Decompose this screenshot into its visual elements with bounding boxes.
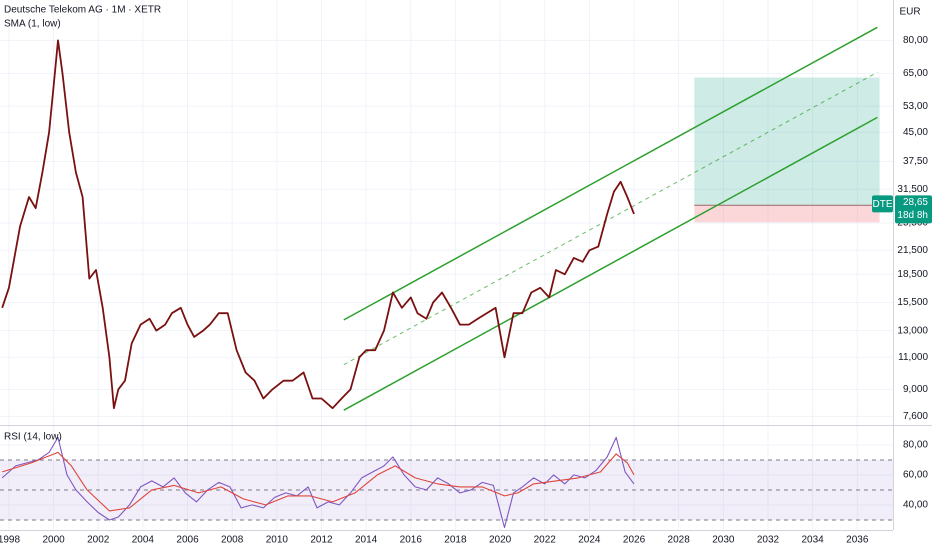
channel-middle <box>343 71 878 366</box>
y-tick-label: 53,00 <box>903 101 928 112</box>
countdown-label: 18d 8h <box>897 210 928 221</box>
y-tick-label: 13,000 <box>897 325 928 336</box>
channel-lower <box>343 116 878 411</box>
y-tick-label: 9,000 <box>903 384 928 395</box>
x-tick-label: 2002 <box>87 535 110 546</box>
y-tick-label: 37,50 <box>903 156 928 167</box>
x-tick-label: 2014 <box>355 535 378 546</box>
series-line <box>2 451 635 512</box>
x-tick-label: 2012 <box>310 535 333 546</box>
target-zone <box>694 77 880 206</box>
stop-zone <box>694 205 880 223</box>
y-tick-label: 65,00 <box>903 68 928 79</box>
y-tick-label: 80,00 <box>903 35 928 46</box>
y-tick-label: 11,000 <box>898 352 928 363</box>
x-tick-label: 2008 <box>221 535 244 546</box>
x-tick-label: 2030 <box>712 535 735 546</box>
rsi-band <box>0 459 893 520</box>
series-label: RSI (14, low) <box>4 432 62 443</box>
x-tick-label: 2028 <box>668 535 691 546</box>
y-tick-label: 31,500 <box>897 184 928 195</box>
x-tick-label: 2004 <box>132 535 155 546</box>
y-tick-label: 18,500 <box>897 269 928 280</box>
y-tick-label: 80,00 <box>903 440 928 451</box>
series-line <box>1 39 635 410</box>
x-tick-label: 2032 <box>757 535 780 546</box>
y-tick-label: 21,500 <box>897 245 928 256</box>
x-tick-label: 2018 <box>444 535 467 546</box>
symbol-label: DTE <box>873 199 893 210</box>
y-tick-label: 40,00 <box>903 500 928 511</box>
x-tick-label: 2010 <box>266 535 289 546</box>
symbol-tag <box>872 195 893 213</box>
x-tick-label: 2026 <box>623 535 646 546</box>
chart-title: Deutsche Telekom AG · 1M · XETR <box>4 5 161 16</box>
y-tick-label: 15,500 <box>897 297 928 308</box>
x-tick-label: 2022 <box>534 535 557 546</box>
x-tick-label: 1998 <box>0 535 20 546</box>
x-tick-label: 2034 <box>802 535 825 546</box>
series-line <box>1 436 635 529</box>
price-tag <box>895 195 932 224</box>
y-tick-label: 7,600 <box>903 411 928 422</box>
series-label: SMA (1, low) <box>4 19 61 30</box>
x-tick-label: 2020 <box>489 535 512 546</box>
unit-label: EUR <box>899 7 920 18</box>
x-tick-label: 2024 <box>578 535 601 546</box>
price-tag-label: 28,65 <box>903 197 928 208</box>
x-tick-label: 2036 <box>846 535 869 546</box>
x-tick-label: 2006 <box>176 535 199 546</box>
x-tick-label: 2000 <box>42 535 65 546</box>
y-tick-label: 45,00 <box>903 127 928 138</box>
channel-upper <box>343 26 878 321</box>
x-tick-label: 2016 <box>400 535 423 546</box>
y-tick-label: 60,00 <box>903 470 928 481</box>
